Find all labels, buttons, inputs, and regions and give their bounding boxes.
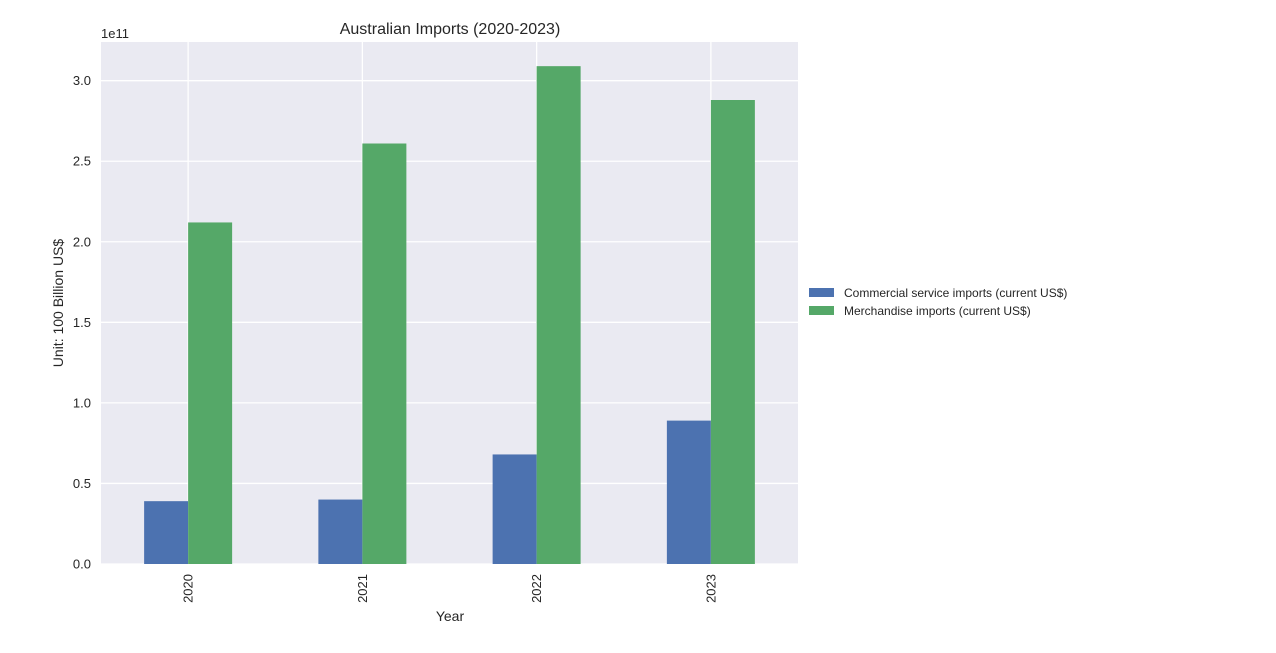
bar-commercial-service-2020 xyxy=(144,501,189,564)
y-axis-ticks: 0.0 0.5 1.0 1.5 2.0 2.5 3.0 xyxy=(73,73,91,571)
y-tick-label: 0.5 xyxy=(73,476,91,491)
x-tick-label: 2020 xyxy=(181,574,196,603)
y-tick-label: 0.0 xyxy=(73,557,91,572)
y-tick-label: 2.0 xyxy=(73,234,91,249)
x-axis-label: Year xyxy=(436,608,465,624)
chart-title: Australian Imports (2020-2023) xyxy=(340,21,561,38)
legend-swatch xyxy=(809,288,834,297)
bar-commercial-service-2023 xyxy=(666,420,711,564)
legend-label: Commercial service imports (current US$) xyxy=(844,286,1067,300)
y-tick-label: 3.0 xyxy=(73,73,91,88)
legend-label: Merchandise imports (current US$) xyxy=(844,304,1031,318)
legend: Commercial service imports (current US$)… xyxy=(809,286,1067,318)
bars xyxy=(144,66,755,565)
y-axis-label: Unit: 100 Billion US$ xyxy=(50,239,66,368)
y-axis-offset-text: 1e11 xyxy=(101,26,129,41)
bar-merchandise-2021 xyxy=(362,143,407,564)
y-tick-label: 1.0 xyxy=(73,395,91,410)
x-axis-ticks: 2020 2021 2022 2023 xyxy=(181,574,719,603)
legend-swatch xyxy=(809,306,834,315)
bar-merchandise-2023 xyxy=(710,100,755,564)
bar-merchandise-2022 xyxy=(536,66,581,565)
bar-commercial-service-2022 xyxy=(492,454,537,564)
y-tick-label: 2.5 xyxy=(73,154,91,169)
x-tick-label: 2022 xyxy=(529,574,544,603)
x-tick-label: 2023 xyxy=(703,574,718,603)
y-tick-label: 1.5 xyxy=(73,315,91,330)
x-tick-label: 2021 xyxy=(355,574,370,603)
bar-merchandise-2020 xyxy=(188,222,233,564)
bar-commercial-service-2021 xyxy=(318,499,363,564)
